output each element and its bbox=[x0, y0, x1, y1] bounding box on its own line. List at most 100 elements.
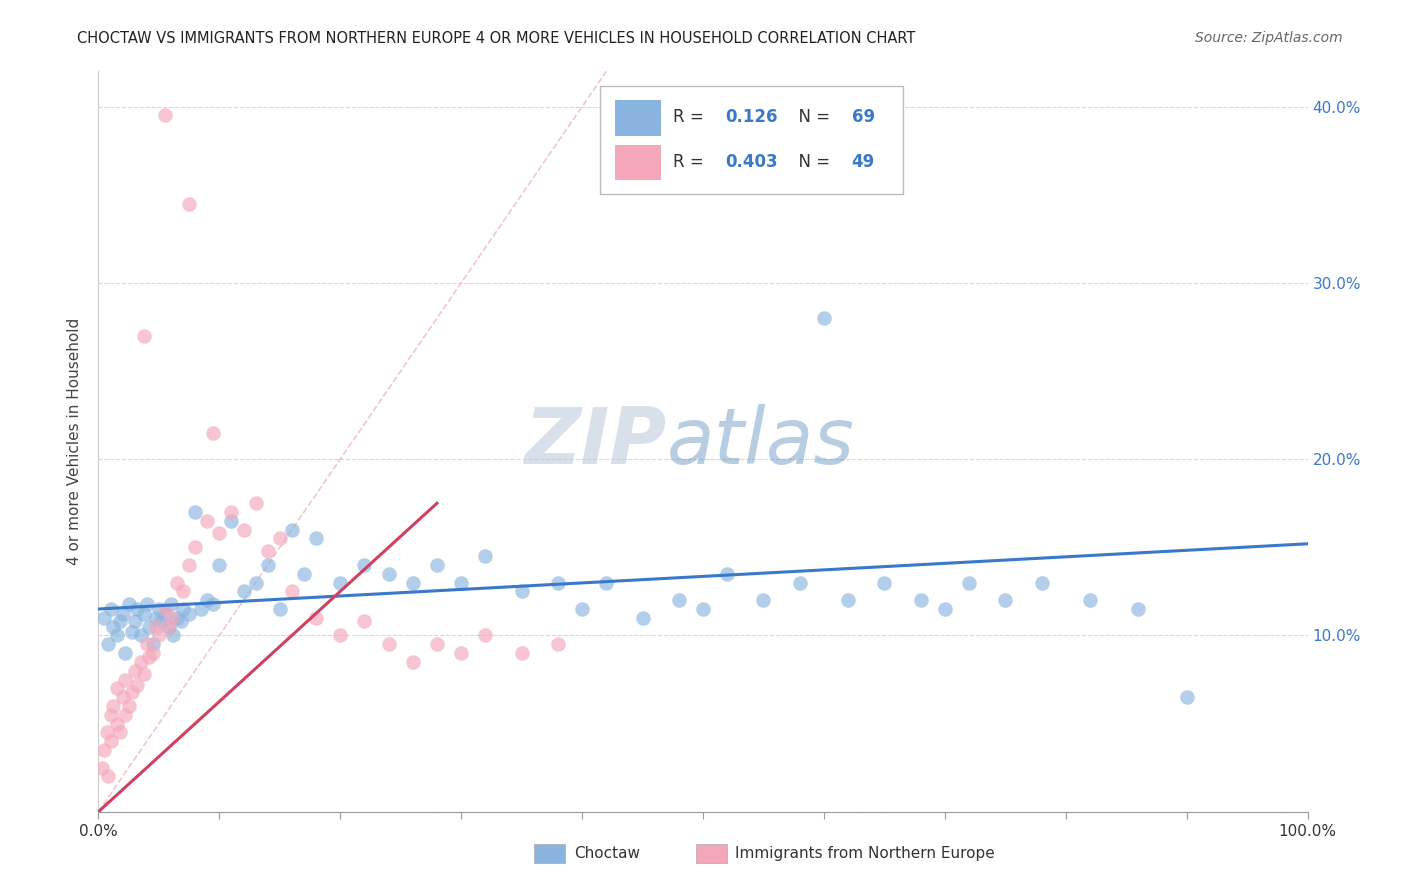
Point bbox=[329, 628, 352, 642]
Point bbox=[353, 615, 375, 629]
Point bbox=[245, 496, 267, 510]
Point bbox=[121, 624, 143, 639]
Point bbox=[127, 678, 149, 692]
Point bbox=[118, 597, 141, 611]
Point bbox=[111, 690, 134, 705]
Point bbox=[668, 593, 690, 607]
Point bbox=[221, 505, 243, 519]
Point bbox=[202, 425, 225, 440]
Point bbox=[329, 575, 352, 590]
Text: atlas: atlas bbox=[666, 403, 855, 480]
Point bbox=[134, 667, 156, 681]
Point bbox=[547, 575, 569, 590]
Point bbox=[789, 575, 811, 590]
Point bbox=[195, 593, 218, 607]
Point bbox=[957, 575, 980, 590]
Point bbox=[148, 602, 170, 616]
Point bbox=[269, 532, 291, 546]
Point bbox=[353, 558, 375, 572]
Point bbox=[142, 646, 165, 660]
Point bbox=[138, 619, 160, 633]
Point bbox=[179, 196, 201, 211]
Point bbox=[162, 628, 184, 642]
Point bbox=[292, 566, 315, 581]
Point bbox=[994, 593, 1017, 607]
Point bbox=[179, 558, 201, 572]
Point bbox=[157, 619, 180, 633]
Point bbox=[108, 725, 131, 739]
Point bbox=[179, 607, 201, 622]
Text: 69: 69 bbox=[852, 108, 875, 126]
Point bbox=[101, 619, 124, 633]
Point bbox=[402, 575, 425, 590]
Point bbox=[752, 593, 775, 607]
Point bbox=[195, 514, 218, 528]
Point bbox=[138, 649, 160, 664]
Point bbox=[934, 602, 956, 616]
Point bbox=[1031, 575, 1053, 590]
Point bbox=[96, 725, 118, 739]
Text: Immigrants from Northern Europe: Immigrants from Northern Europe bbox=[735, 847, 995, 861]
Point bbox=[111, 607, 134, 622]
Point bbox=[93, 611, 115, 625]
Text: ZIP: ZIP bbox=[524, 403, 666, 480]
Text: N =: N = bbox=[787, 153, 835, 171]
Point bbox=[910, 593, 932, 607]
Point bbox=[114, 707, 136, 722]
Point bbox=[281, 584, 304, 599]
Point bbox=[1128, 602, 1150, 616]
Text: R =: R = bbox=[672, 153, 709, 171]
Point bbox=[450, 646, 472, 660]
Text: 0.126: 0.126 bbox=[724, 108, 778, 126]
Point bbox=[510, 646, 533, 660]
Point bbox=[153, 607, 176, 622]
Point bbox=[121, 685, 143, 699]
Point bbox=[184, 541, 207, 555]
FancyBboxPatch shape bbox=[614, 145, 661, 180]
Point bbox=[145, 611, 167, 625]
Text: Source: ZipAtlas.com: Source: ZipAtlas.com bbox=[1195, 31, 1343, 45]
Point bbox=[97, 769, 120, 783]
Point bbox=[813, 311, 835, 326]
Point bbox=[129, 655, 152, 669]
Point bbox=[184, 505, 207, 519]
Point bbox=[172, 584, 194, 599]
Point bbox=[124, 664, 146, 678]
Point bbox=[1175, 690, 1198, 705]
Point bbox=[101, 698, 124, 713]
Point bbox=[221, 514, 243, 528]
Point bbox=[232, 523, 254, 537]
Point bbox=[166, 611, 188, 625]
Point bbox=[135, 597, 157, 611]
Point bbox=[510, 584, 533, 599]
Point bbox=[105, 628, 128, 642]
Point bbox=[450, 575, 472, 590]
Point bbox=[1078, 593, 1101, 607]
Point bbox=[474, 549, 496, 563]
Point bbox=[305, 611, 328, 625]
Point bbox=[377, 566, 399, 581]
Point bbox=[100, 602, 122, 616]
Point bbox=[134, 607, 156, 622]
Point bbox=[595, 575, 617, 590]
Point bbox=[377, 637, 399, 651]
Point bbox=[160, 597, 183, 611]
Point bbox=[91, 761, 114, 775]
Point bbox=[97, 637, 120, 651]
Text: 0.403: 0.403 bbox=[724, 153, 778, 171]
Point bbox=[118, 698, 141, 713]
Point bbox=[873, 575, 896, 590]
Point bbox=[153, 602, 176, 616]
Point bbox=[134, 328, 156, 343]
Point bbox=[127, 602, 149, 616]
Point bbox=[402, 655, 425, 669]
FancyBboxPatch shape bbox=[614, 100, 661, 136]
Text: 49: 49 bbox=[852, 153, 875, 171]
Point bbox=[108, 615, 131, 629]
Point bbox=[150, 615, 173, 629]
Point bbox=[114, 673, 136, 687]
Point bbox=[160, 611, 183, 625]
Point bbox=[100, 707, 122, 722]
Point bbox=[172, 602, 194, 616]
Point bbox=[208, 526, 231, 541]
